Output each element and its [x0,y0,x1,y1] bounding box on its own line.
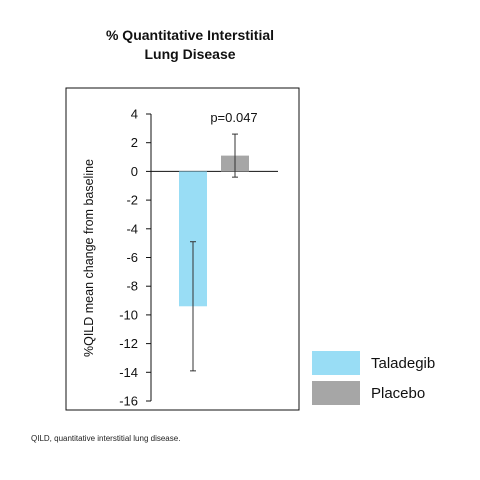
legend-swatch-taladegib [312,351,360,375]
legend-item-taladegib: Taladegib [312,351,435,375]
y-tick-label: 4 [131,107,138,122]
legend-item-placebo: Placebo [312,381,425,405]
y-tick-label: -10 [119,307,138,322]
y-tick-label: -4 [126,221,138,236]
error-bar-placebo [232,133,238,178]
chart-title-line-1: % Quantitative Interstitial [105,27,275,43]
y-tick-label: -16 [119,394,138,409]
y-tick-label: -14 [119,365,138,380]
y-axis-ticks: 4 2 0 -2 -4 -6 -8 -10 -12 -14 -16 [119,107,151,409]
error-bar-taladegib [190,241,196,372]
y-tick-label: 0 [131,164,138,179]
legend-label-taladegib: Taladegib [371,354,436,372]
chart-title: % Quantitative Interstitial Lung Disease [40,26,340,64]
legend-swatch-placebo [312,381,360,405]
plot-frame [65,87,300,411]
footnote: QILD, quantitative interstitial lung dis… [31,434,181,443]
legend-label-placebo: Placebo [371,384,426,402]
y-tick-label: -2 [126,193,138,208]
y-tick-label: -12 [119,336,138,351]
y-tick-label: 2 [131,135,138,150]
y-axis-label: %QILD mean change from baseline [82,159,96,357]
y-tick-label: -6 [126,250,138,265]
bars [179,133,249,372]
chart-title-line-2: Lung Disease [144,46,236,62]
p-value-annotation: p=0.047 [210,110,257,125]
y-tick-label: -8 [126,279,138,294]
